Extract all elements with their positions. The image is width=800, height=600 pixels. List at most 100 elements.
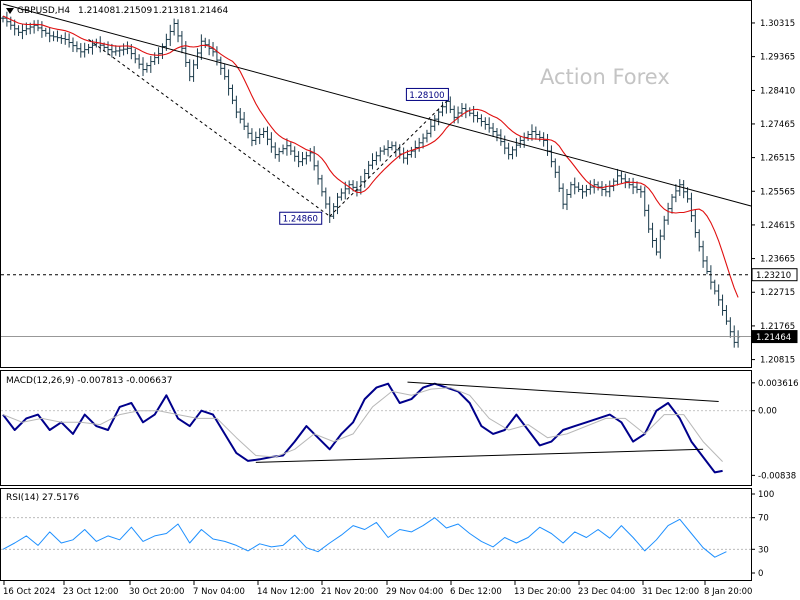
ohlc-bar [199,34,204,60]
macd-main-line [2,382,723,474]
ohlc-bar [518,136,523,148]
symbol-header: GBPUSD,H4 [17,6,70,16]
ohlc-bar [572,177,577,195]
level-tag-label: 1.21464 [756,333,791,343]
ohlc-close: 1.21464 [191,6,228,16]
ohlc-bar [421,133,426,149]
ohlc-low: 1.21318 [153,6,190,16]
ohlc-bar [51,31,56,42]
ohlc-bar [677,179,682,196]
ohlc-bar [296,151,301,168]
ohlc-bar [712,279,717,295]
time-tick-label: 8 Jan 20:00 [704,587,752,597]
ohlc-bar [82,42,87,58]
ohlc-bar [86,43,91,54]
ohlc-bar [646,204,651,233]
price-tick-label: 1.28410 [760,86,795,96]
ohlc-bar [144,62,149,73]
ohlc-bar [179,30,184,54]
ohlc-bar [47,27,52,43]
ohlc-bar [650,222,655,248]
ohlc-bar [716,284,721,306]
ohlc-bar [603,183,608,197]
ohlc-bar [133,48,138,64]
ohlc-bar [78,43,83,58]
ohlc-bar [584,184,589,197]
time-tick-label: 7 Nov 04:00 [193,587,245,597]
ohlc-bar [281,144,286,155]
price-tick-label: 1.29365 [760,53,795,63]
ohlc-bar [529,124,534,141]
watermark: Action Forex [540,65,670,89]
ohlc-bar [662,215,667,241]
ohlc-bar [619,171,624,184]
price-panel: GBPUSD,H4 1.21408 1.21509 1.21318 1.2146… [0,0,798,368]
ohlc-bar [191,59,196,82]
ohlc-bar [704,256,709,275]
rsi-line [2,517,727,558]
time-tick-label: 6 Dec 12:00 [450,587,502,597]
macd-signal-line [2,387,723,462]
ohlc-bar [471,105,476,123]
ohlc-bar [553,158,558,178]
ohlc-bar [642,186,647,217]
ohlc-bar [708,265,713,290]
ohlc-bar [16,25,21,36]
ohlc-bar [514,138,519,157]
ohlc-bar [20,24,25,40]
time-tick-label: 14 Nov 12:00 [257,587,314,597]
collapse-arrow-icon[interactable] [6,8,14,14]
time-axis: 16 Oct 2024 23 Oct 12:00 30 Oct 20:00 7 Nov… [3,581,752,597]
rsi-title: RSI(14) 27.5176 [6,493,79,503]
price-tick-label: 1.24615 [760,221,795,231]
ohlc-bar [502,135,507,155]
time-tick-label: 30 Oct 20:00 [129,587,184,597]
ohlc-bar [510,146,515,160]
ohlc-bar [1,16,5,23]
ohlc-bar [576,182,581,193]
ohlc-bar [669,194,674,214]
price-tick-label: 1.25565 [760,187,795,197]
ohlc-bar [386,140,391,157]
ohlc-bar [226,69,231,96]
ohlc-bar [634,181,639,194]
ohlc-bar [304,151,309,165]
ohlc-bar [113,45,118,56]
ohlc-bar [242,111,247,130]
ohlc-bar [436,108,441,126]
ohlc-bar [109,43,114,58]
level-tag [751,268,798,282]
ohlc-bar [701,240,706,268]
ohlc-bar [203,37,208,48]
ohlc-bar [59,34,64,44]
macd-trendline [407,381,719,402]
ohlc-bar [483,117,488,130]
time-tick-label: 13 Dec 20:00 [514,587,571,597]
ohlc-bar [160,43,165,60]
ohlc-bar [456,106,461,124]
ohlc-bar [63,32,68,45]
ohlc-bar [440,101,445,117]
ohlc-bar [43,27,48,37]
ohlc-bar [720,294,725,316]
ohlc-bar [428,118,433,138]
price-tick-label: 1.22715 [760,288,795,298]
ohlc-open: 1.21408 [78,6,115,16]
time-tick-label: 31 Dec 12:00 [642,587,699,597]
ohlc-bar [374,151,379,166]
time-tick-label: 23 Dec 04:00 [578,587,635,597]
ohlc-bar [257,128,262,145]
ohlc-bar [666,202,671,225]
ohlc-bar [627,177,632,189]
ohlc-bar [631,177,636,195]
macd-panel: MACD(12,26,9) -0.007813 -0.006637 0.0036… [0,370,799,486]
ohlc-bar [409,146,414,158]
ohlc-bar [207,39,212,56]
ohlc-bar [55,30,60,42]
rsi-panel-frame [0,488,752,581]
ohlc-bar [599,181,604,197]
ohlc-bar [277,147,282,162]
ohlc-bar [491,122,496,137]
ohlc-bar [693,209,698,238]
